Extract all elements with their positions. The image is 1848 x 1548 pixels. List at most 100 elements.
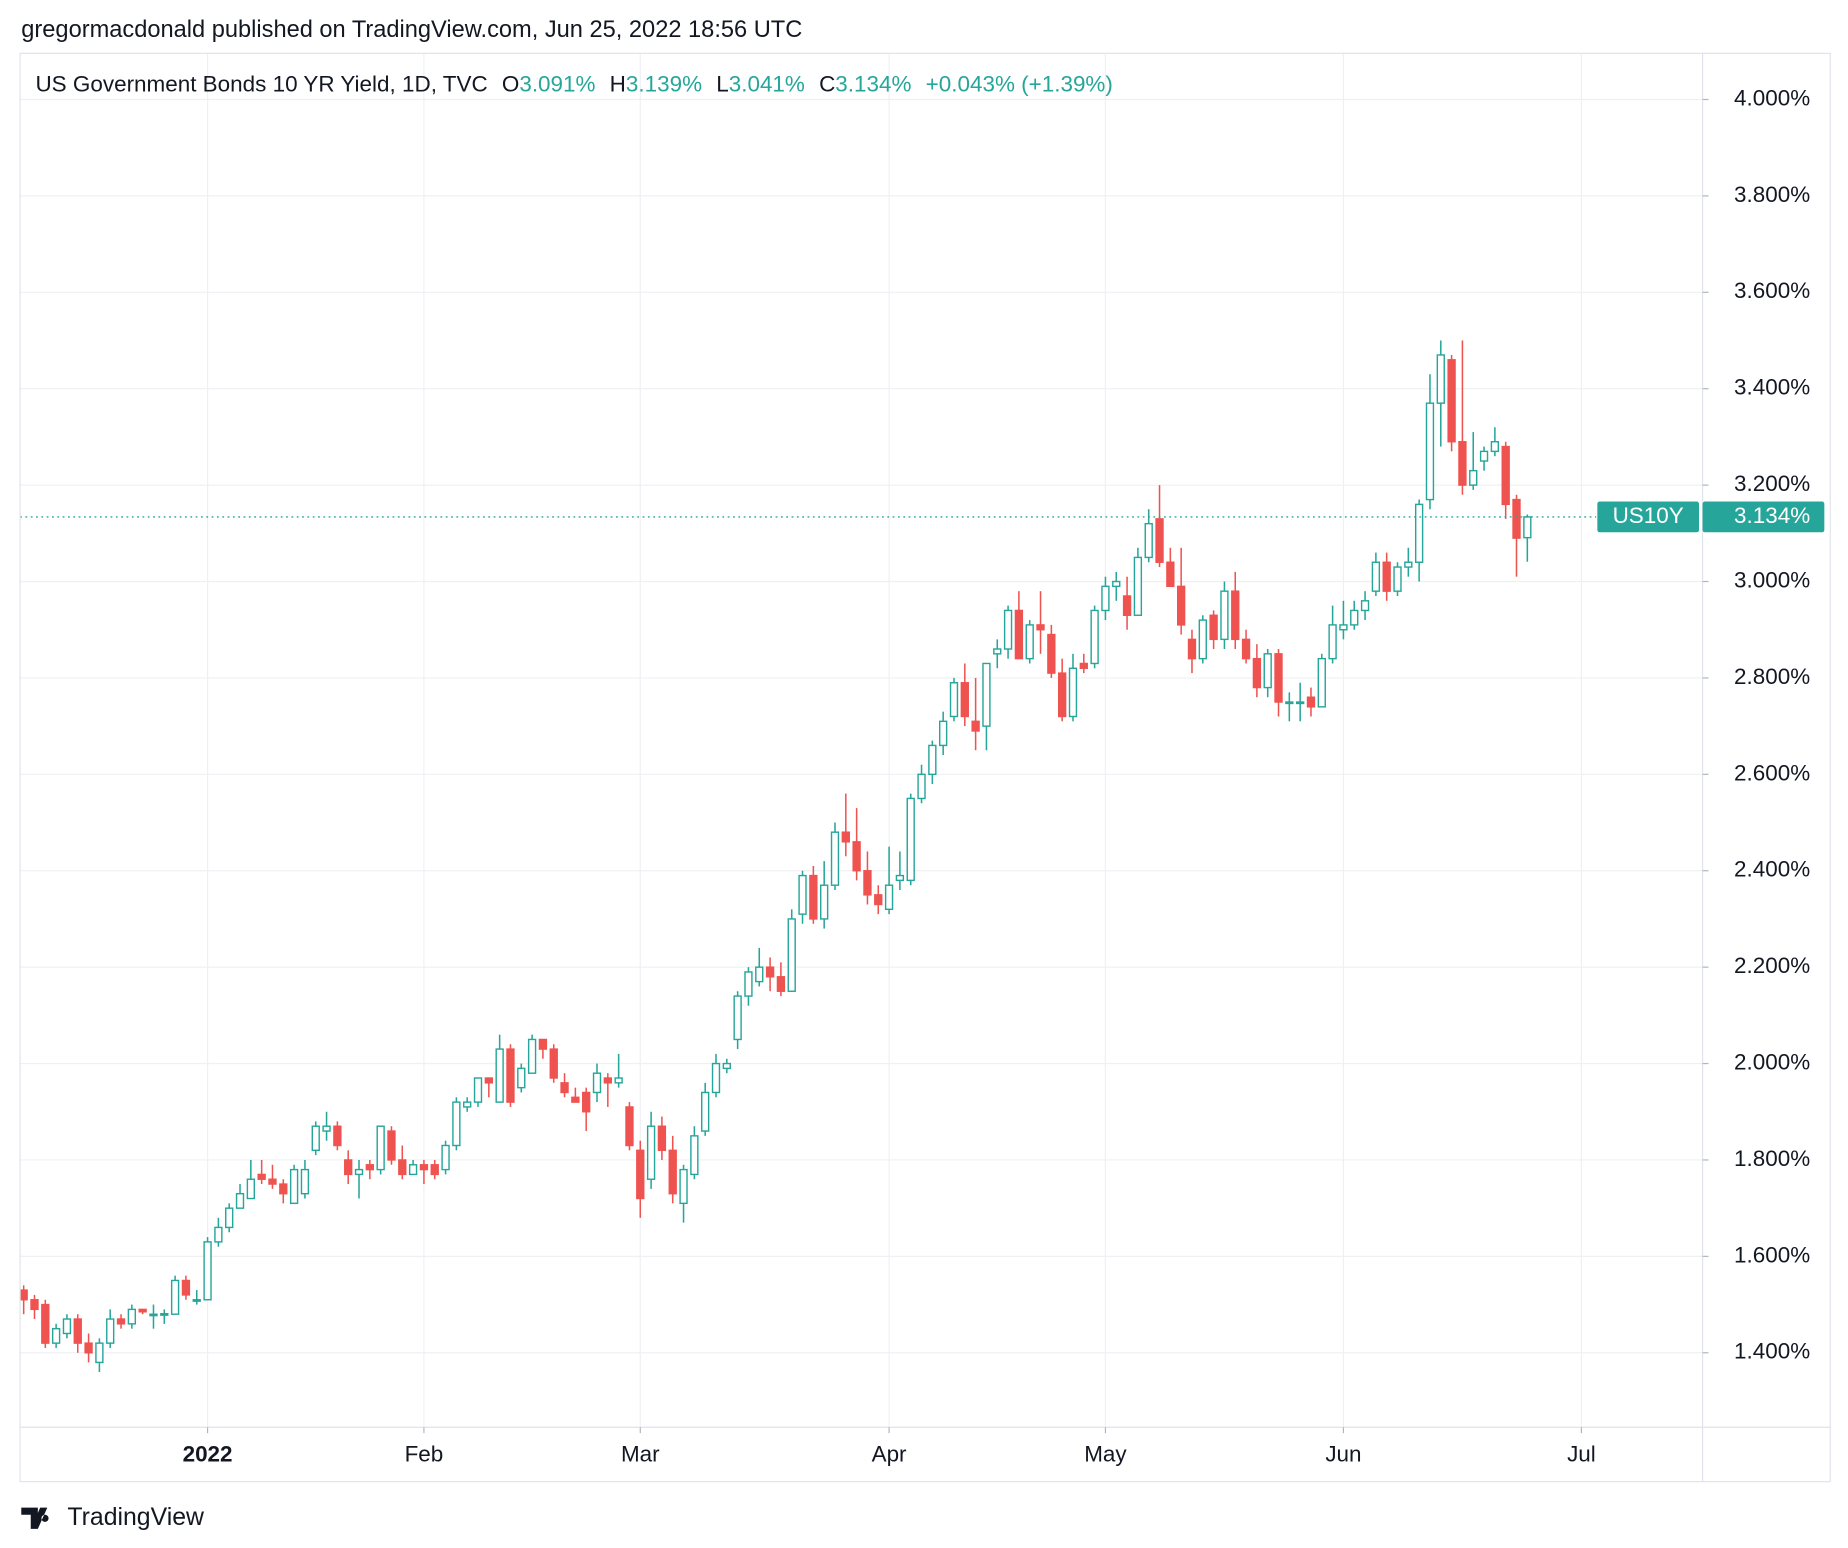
candle-body [722, 1062, 731, 1070]
candle-body [1090, 609, 1099, 665]
y-tick-label: 2.800% [1734, 664, 1810, 689]
candle-body [257, 1173, 266, 1180]
y-tick-label: 1.400% [1734, 1339, 1810, 1364]
candle-body [1274, 653, 1283, 703]
candle-body [571, 1096, 580, 1103]
candle-body [1047, 633, 1056, 674]
candle-body [1155, 518, 1164, 563]
candle-body [300, 1168, 310, 1195]
y-tick-label: 1.600% [1734, 1242, 1810, 1267]
candle-body [41, 1303, 50, 1344]
candle-body [820, 884, 829, 920]
candle-body [1176, 585, 1186, 626]
candle-body [787, 918, 796, 992]
footer-logo [21, 1507, 49, 1529]
candle-body [419, 1164, 429, 1171]
candle-body [106, 1318, 115, 1344]
candle-body [798, 874, 807, 915]
candle-body [333, 1125, 342, 1147]
candle-body [1101, 585, 1110, 612]
candle-body [1339, 624, 1348, 631]
candle-body [852, 841, 861, 872]
candle-body [1425, 402, 1435, 501]
candle-body [549, 1048, 558, 1079]
candle-body [463, 1101, 472, 1108]
candle-body [387, 1130, 396, 1161]
candle-body [1501, 445, 1510, 506]
candle-body [279, 1183, 288, 1195]
candle-body [116, 1318, 126, 1325]
candle-body [203, 1241, 212, 1301]
candle-body [863, 870, 872, 896]
candle-body [170, 1279, 180, 1315]
candle-body [679, 1168, 688, 1205]
candle-body [971, 720, 980, 732]
y-tick-label: 2.200% [1734, 953, 1810, 978]
candle-body [603, 1077, 612, 1084]
candle-body [1252, 657, 1262, 689]
candle-body [841, 831, 850, 843]
candle-body [127, 1308, 137, 1325]
candle-body [235, 1192, 245, 1209]
candle-body [1187, 638, 1197, 660]
candle-body [614, 1077, 623, 1084]
candle-body [1209, 614, 1218, 641]
x-tick-label: Mar [621, 1442, 660, 1467]
candle-body [874, 894, 883, 906]
candle-body [365, 1164, 375, 1171]
candle-body [982, 662, 991, 727]
candle-body [1198, 619, 1207, 660]
candle-body [408, 1164, 418, 1176]
footer-brand: TradingView [67, 1504, 204, 1531]
candle-body [765, 966, 775, 978]
candle-body [1469, 469, 1478, 486]
candle-body [711, 1062, 721, 1094]
candle-body [538, 1038, 548, 1050]
legend-open-label: O [502, 71, 519, 96]
candle-body [928, 744, 937, 776]
y-tick-label: 2.600% [1734, 760, 1810, 785]
candle-body [1350, 609, 1359, 626]
candle-body [1014, 609, 1024, 660]
legend-change: +0.043% (+1.39%) [926, 71, 1113, 96]
plot-area [19, 53, 1703, 1428]
candle-body [73, 1318, 82, 1344]
candle-body [1166, 561, 1175, 588]
legend-symbol: US Government Bonds 10 YR Yield, 1D, TVC [35, 71, 487, 96]
x-tick-label: Jun [1325, 1442, 1361, 1467]
candle-body [744, 971, 753, 997]
candle-body [701, 1091, 710, 1132]
candle-body [895, 874, 905, 882]
candle-body [1523, 516, 1532, 539]
candle-body [484, 1077, 494, 1084]
candle-body [19, 1289, 28, 1301]
candle-body [636, 1149, 645, 1200]
candle-body [246, 1178, 256, 1200]
x-tick-label: May [1084, 1442, 1127, 1467]
y-tick-label: 3.000% [1734, 567, 1810, 592]
candle-body [1241, 638, 1251, 660]
y-tick-label: 3.800% [1734, 182, 1810, 207]
candle-body [506, 1048, 515, 1103]
legend-close-label: C [819, 71, 835, 96]
y-tick-label: 1.800% [1734, 1146, 1810, 1171]
candle-body [830, 831, 840, 886]
candle-body [311, 1125, 320, 1152]
candle-body [84, 1342, 93, 1354]
x-tick-label: 2022 [183, 1442, 233, 1467]
candle-body [354, 1168, 364, 1176]
candle-body [344, 1159, 353, 1176]
legend: US Government Bonds 10 YR Yield, 1D, TVC… [35, 71, 1112, 96]
candle-body [993, 648, 1002, 655]
candle-body [225, 1207, 234, 1229]
candle-body [51, 1327, 61, 1344]
y-tick-label: 3.600% [1734, 278, 1810, 303]
candle-body [1003, 609, 1013, 650]
published-note: gregormacdonald published on TradingView… [21, 17, 802, 43]
candle-body [268, 1178, 277, 1185]
candle-body [495, 1048, 504, 1103]
y-tick-label: 2.000% [1734, 1049, 1810, 1074]
candle-body [1447, 359, 1456, 443]
candle-body [582, 1091, 591, 1113]
